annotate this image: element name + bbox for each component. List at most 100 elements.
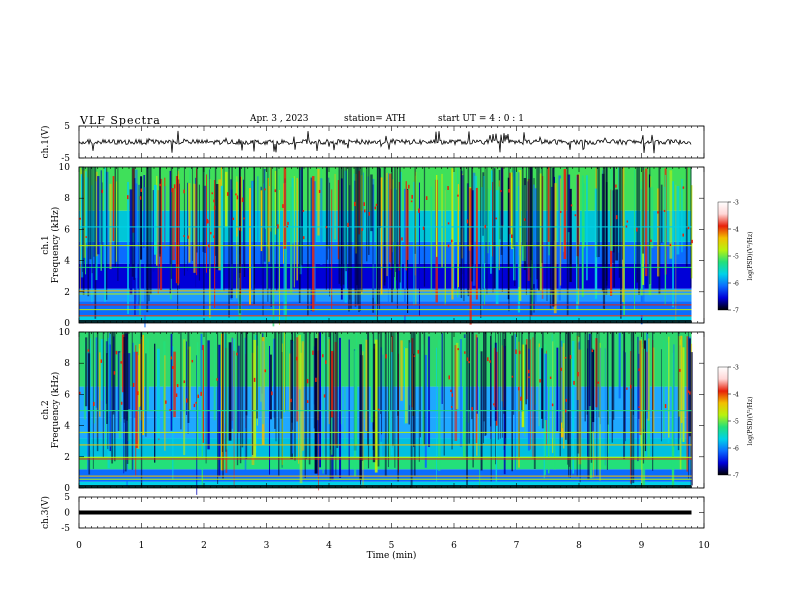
y-tick-label: 5 [64, 122, 70, 132]
spectrogram-streak [531, 167, 533, 290]
spectrogram-speckle [682, 186, 685, 189]
spectrogram-streak [636, 167, 639, 283]
spectrogram-streak [498, 186, 500, 247]
spectrogram-streak [435, 174, 438, 257]
spectrogram-streak [553, 183, 557, 314]
spectrogram-streak [618, 332, 621, 399]
spectrogram-streak [663, 340, 665, 438]
spectrogram-streak [342, 167, 345, 285]
spectrogram-streak [156, 175, 158, 266]
spectrogram-speckle [518, 387, 520, 391]
spectrogram-streak [217, 332, 219, 484]
spectrogram-streak [328, 177, 330, 249]
spectrogram-speckle [539, 379, 541, 383]
spectrogram-speckle [286, 225, 289, 228]
spectrogram-streak [93, 167, 95, 257]
spectrogram-streak [305, 332, 308, 460]
spectrogram-streak [366, 167, 368, 262]
spectrogram-streak [559, 178, 562, 286]
spectrogram-speckle [171, 366, 174, 369]
colorbar [717, 201, 729, 311]
spectrogram-streak [317, 333, 319, 421]
spectrogram-streak [291, 177, 294, 244]
spectrogram-speckle [629, 384, 632, 389]
y-tick-label: 0 [64, 319, 70, 329]
spectrogram-streak [249, 188, 251, 305]
spectrogram-streak [231, 337, 234, 429]
y-tick-label: 2 [64, 288, 70, 298]
spectrogram-speckle [287, 221, 289, 225]
spectrogram-streak [579, 332, 581, 483]
spectrogram-streak [118, 352, 122, 439]
spectrogram-streak [137, 353, 138, 441]
spectrogram-streak [331, 189, 333, 311]
spectrogram-streak [687, 332, 689, 479]
spectrogram-speckle [115, 350, 118, 355]
spectrogram-speckle [657, 211, 659, 214]
spectrogram-streak [586, 332, 588, 415]
spectrogram-streak [549, 167, 552, 309]
spectrogram-speckle [290, 398, 292, 403]
chart-title: VLF Spectra [80, 114, 161, 127]
spectrogram-streak [602, 167, 605, 309]
spectrogram-speckle [171, 188, 174, 193]
spectrogram-streak [479, 354, 481, 489]
spectrogram-streak [296, 337, 299, 422]
spectrogram-streak [93, 348, 96, 424]
spectrogram-streak [649, 167, 651, 285]
spectrogram-streak [96, 332, 99, 452]
spectrogram-streak [427, 336, 431, 447]
spectrogram-streak [196, 342, 199, 457]
spectrogram-streak [518, 169, 522, 301]
spectrogram-streak [583, 183, 585, 248]
spectrogram-streak [203, 167, 205, 316]
y-tick-label: 4 [64, 422, 70, 432]
narrowband-line [79, 315, 692, 317]
spectrogram-streak [226, 333, 228, 450]
spectrogram-streak [239, 332, 242, 464]
spectrogram-speckle [489, 360, 491, 363]
spectrogram-streak [337, 180, 340, 260]
spectrogram-streak [225, 171, 228, 228]
spectrogram-speckle [484, 224, 486, 229]
spectrogram-streak [191, 167, 193, 261]
spectrogram-streak [503, 332, 505, 414]
spectrogram-streak [106, 353, 108, 424]
x-axis-label: Time (min) [367, 550, 417, 561]
spectrogram-streak [471, 167, 474, 282]
spectrogram-streak [143, 175, 146, 248]
spectrogram-streak [430, 186, 433, 293]
spectrogram-speckle [187, 235, 189, 239]
spectrogram-streak [521, 344, 525, 428]
spectrogram-streak [195, 177, 197, 288]
spectrogram-speckle [689, 391, 691, 395]
spectrogram-streak [270, 167, 272, 307]
spectrogram-streak [243, 167, 246, 278]
spectrogram-streak [566, 167, 569, 316]
spectrogram-streak [443, 332, 445, 456]
ch1-y-axis-label: ch.1(V) [40, 126, 51, 159]
spectrogram-streak [612, 332, 615, 420]
x-tick-label: 10 [698, 541, 710, 551]
spectrogram-speckle [679, 368, 681, 372]
spectrogram-speckle [347, 222, 349, 227]
spectrogram-streak [457, 167, 459, 298]
spectrogram-streak [396, 167, 398, 309]
spectrogram-streak [100, 339, 104, 401]
spectrogram-streak [299, 352, 303, 484]
spectrogram-streak [640, 181, 644, 296]
spectrogram-speckle [569, 355, 572, 359]
spectrogram-streak [466, 332, 468, 485]
spectrogram-speckle [175, 393, 178, 397]
narrowband-line [79, 245, 692, 247]
y-tick-label: 10 [59, 163, 71, 173]
spectrogram-streak [145, 353, 147, 437]
spectrogram-streak [377, 332, 380, 467]
spectrogram-streak [392, 179, 394, 243]
spectrogram-streak [356, 167, 359, 306]
spectrogram-streak [397, 332, 399, 416]
spectrogram-streak [457, 184, 460, 288]
spectrogram-streak [624, 352, 626, 442]
spectrogram-streak [677, 332, 680, 451]
spectrogram-speckle [528, 376, 530, 379]
